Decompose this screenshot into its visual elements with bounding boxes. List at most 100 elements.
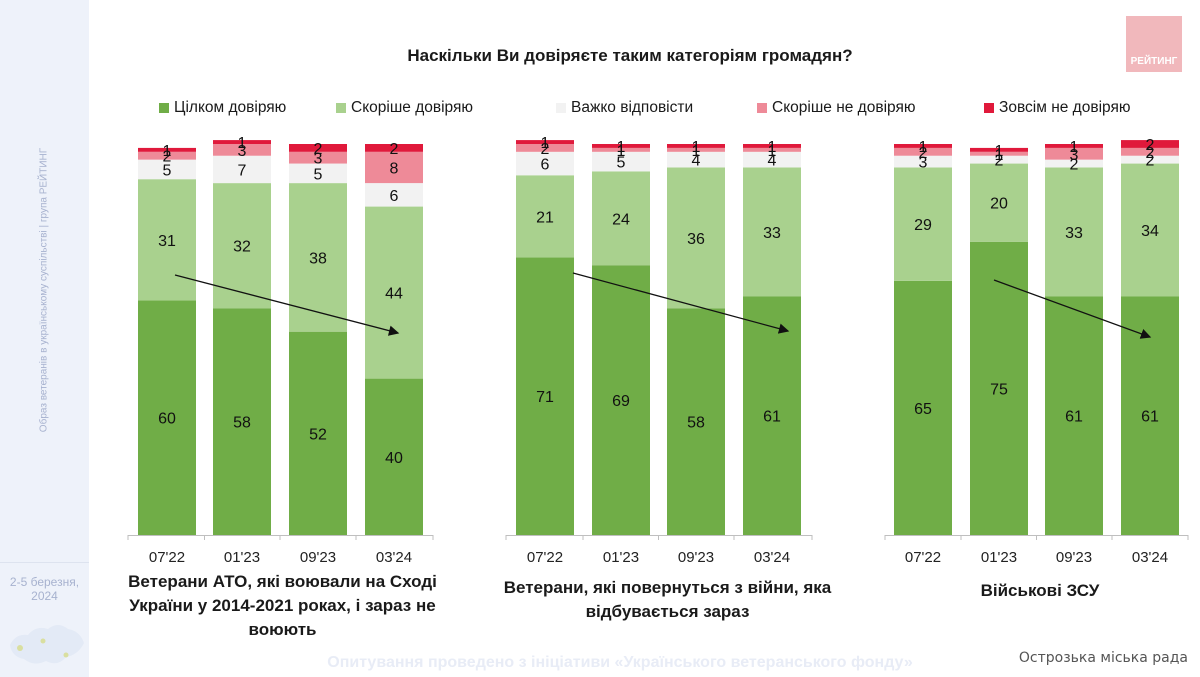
group-label-line: воюють [248,620,317,639]
x-tick-label: 09'23 [678,549,714,566]
data-label: 1 [995,143,1004,160]
data-label: 1 [995,147,1004,164]
x-tick-label: 01'23 [603,549,639,566]
data-label: 71 [536,389,554,406]
data-label: 1 [692,139,701,156]
bar-segment-rather-distrust [213,144,271,156]
bar-segment-fully-distrust [970,147,1028,152]
bar-segment-fully-distrust [667,144,725,148]
group-label-returning-veterans: Ветерани, які повернуться з війни, яка в… [490,576,845,624]
data-label: 7 [238,162,247,179]
data-label: 2 [995,153,1004,170]
data-label: 2 [163,149,172,166]
data-label: 32 [233,239,251,256]
x-tick-label: 01'23 [224,549,260,566]
data-label: 5 [163,162,172,179]
bar-segment-rather-distrust [667,147,725,152]
bar-segment-fully-distrust [743,144,801,148]
bar-segment-fully-distrust [289,144,347,152]
data-label: 69 [612,393,630,410]
data-label: 33 [763,225,781,242]
x-tick-label: 01'23 [981,549,1017,566]
bar-segment-rather-trust [516,175,574,258]
data-label: 34 [1141,223,1159,240]
legend-swatch [556,103,566,113]
bar-segment-hard-to-say [743,151,801,168]
legend-label: Зовсім не довіряю [999,99,1131,116]
data-label: 4 [768,153,777,170]
data-label: 2 [541,141,550,158]
sidebar-divider [0,562,89,563]
data-label: 31 [158,233,176,250]
trend-arrow [174,274,400,336]
chart-legend: Цілком довіряю Скоріше довіряю Важко від… [0,99,1200,119]
bar-segment-fully-distrust [894,144,952,148]
legend-item-rather-trust: Скоріше довіряю [336,99,473,117]
data-label: 5 [314,166,323,183]
data-label: 29 [914,217,932,234]
x-tick-label: 03'24 [376,549,412,566]
bar-segment-fully-trust [667,308,725,535]
bar-segment-fully-trust [894,280,952,535]
legend-swatch [159,103,169,113]
data-label: 2 [390,141,399,158]
group-label-afu-military: Військові ЗСУ [960,579,1120,603]
bar-segment-fully-trust [289,331,347,535]
bar-segment-rather-trust [1045,167,1103,297]
bar-segment-rather-trust [592,171,650,266]
rating-logo-text: РЕЙТИНГ [1130,56,1178,67]
data-label: 1 [617,143,626,160]
group-label-line: Ветерани, які повернуться з війни, яка [503,578,832,597]
bar-segment-rather-distrust [289,151,347,164]
data-label: 3 [238,143,247,160]
survey-footer-note: Опитування проведено з ініціативи «Украї… [327,654,913,671]
bar-segment-rather-distrust [138,151,196,160]
bar-segment-fully-trust [1045,296,1103,535]
data-label: 2 [1146,153,1155,170]
bar-segment-rather-distrust [743,147,801,152]
data-label: 1 [541,135,550,152]
trend-arrow [572,272,790,334]
watermark: Острозька міська рада [1018,650,1188,666]
bar-segment-hard-to-say [1121,155,1179,164]
data-label: 3 [919,155,928,172]
bar-segment-hard-to-say [138,159,196,180]
group-label-ato-veterans: Ветерани АТО, які воювали на Сході Украї… [120,570,445,642]
data-label: 1 [919,139,928,156]
data-label: 61 [1065,409,1083,426]
survey-date-line2: 2024 [31,589,58,603]
bar-segment-rather-trust [365,206,423,379]
legend-label: Цілком довіряю [174,99,287,116]
bar-segment-fully-trust [970,241,1028,535]
group-label-line: України у 2014-2021 роках, і зараз не [129,596,436,615]
legend-label: Важко відповісти [571,99,694,116]
x-tick-label: 07'22 [905,549,941,566]
data-label: 5 [617,155,626,172]
data-label: 2 [1146,145,1155,162]
legend-item-hard-to-say: Важко відповісти [556,99,693,117]
bar-segment-fully-distrust [592,144,650,148]
bar-segment-hard-to-say [289,163,347,184]
data-label: 44 [385,286,403,303]
data-label: 38 [309,250,327,267]
data-label: 60 [158,411,176,428]
data-label: 1 [238,135,247,152]
bar-segment-rather-distrust [592,147,650,152]
bar-segment-hard-to-say [213,155,271,184]
bar-segment-rather-trust [894,167,952,281]
data-label: 2 [314,141,323,158]
bar-segment-hard-to-say [667,151,725,168]
data-label: 58 [687,415,705,432]
data-label: 52 [309,426,327,443]
data-label: 3 [1070,147,1079,164]
bar-segment-fully-distrust [516,140,574,144]
bar-segment-rather-distrust [970,151,1028,156]
legend-swatch [757,103,767,113]
legend-item-fully-trust: Цілком довіряю [159,99,286,117]
data-label: 3 [314,151,323,168]
data-label: 20 [990,196,1008,213]
group-label-line: Ветерани АТО, які воювали на Сході [128,572,437,591]
bar-segment-rather-distrust [1121,147,1179,156]
legend-item-fully-distrust: Зовсім не довіряю [984,99,1131,117]
group-label-line: відбувається зараз [585,602,750,621]
